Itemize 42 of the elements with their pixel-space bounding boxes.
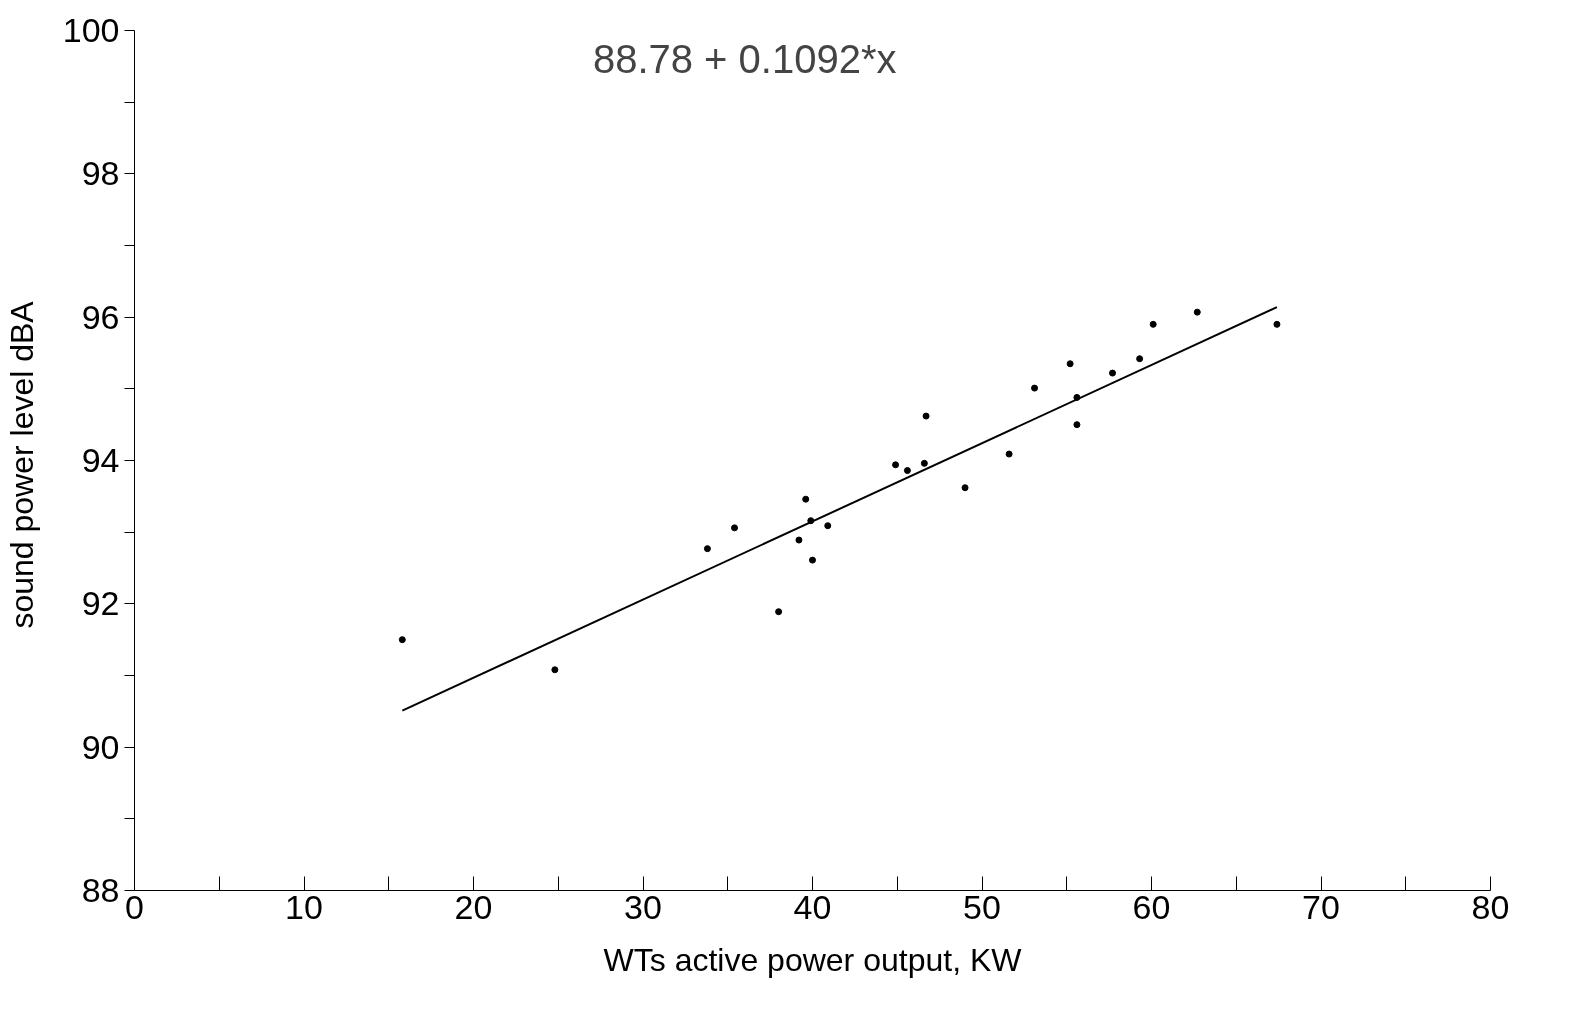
point xyxy=(922,412,930,420)
point xyxy=(795,536,803,544)
point xyxy=(1005,450,1013,458)
y-tick-label: 92 xyxy=(81,584,120,623)
point xyxy=(892,461,900,469)
x-tick-label: 40 xyxy=(793,887,832,926)
y-tick-label: 90 xyxy=(81,727,120,766)
point xyxy=(1031,384,1039,392)
x-tick-label: 80 xyxy=(1471,887,1510,926)
point xyxy=(731,524,739,532)
y-tick-label: 98 xyxy=(81,154,120,193)
point xyxy=(824,522,832,530)
point xyxy=(809,556,816,564)
point xyxy=(1109,369,1117,377)
point xyxy=(775,608,783,616)
y-axis-title: sound power level dBA xyxy=(3,300,40,629)
x-tick-label: 30 xyxy=(624,887,662,926)
point xyxy=(551,666,559,674)
x-tick-label: 60 xyxy=(1132,887,1171,926)
y-tick-label: 88 xyxy=(81,871,120,909)
x-tick-label: 0 xyxy=(125,887,144,926)
point xyxy=(961,484,969,492)
x-tick-label: 10 xyxy=(285,887,323,926)
y-tick-label: 96 xyxy=(81,297,120,336)
x-tick-label: 20 xyxy=(454,887,493,926)
x-axis-title: WTs active power output, KW xyxy=(603,941,1023,978)
point xyxy=(398,636,406,644)
point xyxy=(1193,308,1201,316)
point xyxy=(1149,320,1157,328)
point xyxy=(1273,320,1281,328)
y-tick-label: 100 xyxy=(62,11,120,49)
point xyxy=(703,545,711,553)
point xyxy=(802,495,810,503)
annotation: 88.78 + 0.1092*x xyxy=(592,37,897,82)
x-tick-label: 70 xyxy=(1302,887,1340,926)
point xyxy=(920,459,928,467)
point xyxy=(1066,360,1074,368)
y-tick-label: 94 xyxy=(81,441,120,479)
point xyxy=(1136,355,1144,363)
x-tick-label: 50 xyxy=(963,887,1001,926)
point xyxy=(903,467,911,475)
point xyxy=(1073,421,1081,429)
